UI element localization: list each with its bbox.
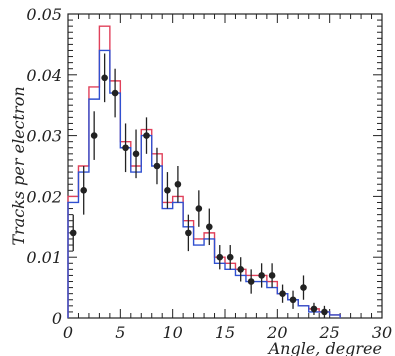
x-tick-label: 5 xyxy=(115,323,125,342)
x-axis-title: Angle, degree xyxy=(267,339,382,356)
x-tick-label: 20 xyxy=(266,323,287,342)
y-axis-title: Tracks per electron xyxy=(9,86,28,245)
y-tick-label: 0.04 xyxy=(26,66,62,85)
data-point xyxy=(300,284,307,291)
data-point xyxy=(289,296,297,304)
data-point xyxy=(216,253,224,261)
data-point xyxy=(153,162,161,170)
y-tick-label: 0.02 xyxy=(26,187,62,206)
x-tick-label: 25 xyxy=(318,323,339,342)
data-point xyxy=(237,266,244,273)
data-point xyxy=(310,305,318,313)
data-point xyxy=(143,132,150,139)
data-point xyxy=(111,89,119,97)
data-point xyxy=(279,290,286,297)
data-point xyxy=(321,308,328,316)
data-point xyxy=(122,144,129,152)
histogram-series-1 xyxy=(67,49,341,318)
data-point xyxy=(164,187,171,194)
y-tick-label: 0.05 xyxy=(26,5,62,24)
plot-frame xyxy=(67,13,383,319)
data-point xyxy=(268,272,276,279)
data-point xyxy=(69,229,77,237)
data-point xyxy=(132,150,140,158)
x-tick-label: 30 xyxy=(372,323,392,342)
y-tick-label: 0 xyxy=(52,309,62,328)
data-point xyxy=(258,272,265,279)
histogram-series-0 xyxy=(67,25,341,318)
series-layer xyxy=(67,25,341,318)
x-tick-label: 15 xyxy=(215,323,235,342)
y-tick-label: 0.01 xyxy=(26,248,62,267)
data-point xyxy=(185,229,192,237)
x-tick-label: 0 xyxy=(63,323,73,342)
x-tick-label: 10 xyxy=(162,323,182,342)
y-tick-label: 0.03 xyxy=(26,127,62,146)
data-point xyxy=(206,223,213,231)
data-point xyxy=(80,187,87,194)
data-point xyxy=(174,180,182,188)
data-point xyxy=(90,132,98,139)
data-point xyxy=(247,278,255,285)
data-point xyxy=(226,253,234,261)
axes-layer: 0 5 10 15 20 25 30 0 0.01 0.02 0.03 0.04 0.05 xyxy=(26,5,392,342)
data-point xyxy=(101,74,108,82)
data-point xyxy=(195,205,203,212)
